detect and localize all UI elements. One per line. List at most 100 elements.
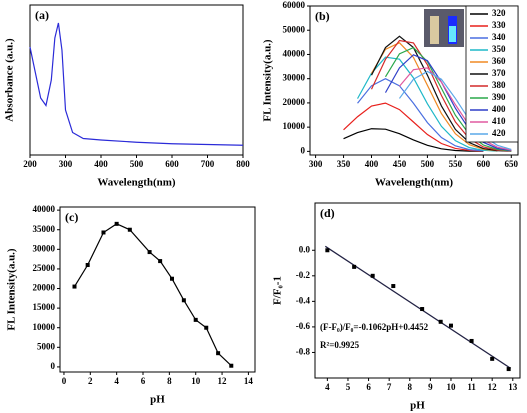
x-tick-label: 2 [88,376,93,386]
data-line [73,223,232,367]
data-point [490,356,495,361]
x-tick-label: 500 [421,159,435,169]
x-tick-label: 7 [387,382,392,392]
data-point [216,351,221,356]
x-tick-label: 300 [59,159,73,169]
data-point [169,276,174,281]
y-tick-label: 40000 [283,49,306,59]
data-point [147,250,152,255]
data-point [85,263,90,268]
x-tick-label: 800 [236,159,250,169]
x-tick-label: 450 [393,159,407,169]
legend-label: 370 [492,68,506,78]
x-tick-label: 10 [446,382,456,392]
data-line [384,54,512,152]
data-line [370,35,512,152]
x-tick-label: 8 [408,382,413,392]
y-axis-label: FL Intensity(a.u.) [262,39,274,122]
x-tick-label: 12 [218,376,228,386]
data-point [158,259,163,264]
x-tick-label: 350 [337,159,351,169]
y-axis-label: Absorbance (a.u.) [4,38,16,122]
data-line [399,67,512,151]
data-point [325,248,330,253]
x-tick-label: 500 [130,159,144,169]
x-tick-label: 200 [23,159,37,169]
data-line [384,46,512,152]
y-tick-label: 10000 [33,322,56,332]
x-axis-label: Wavelength(nm) [97,177,176,189]
inset-photo [424,9,464,47]
legend-label: 400 [492,104,506,114]
y-tick-label: 25000 [33,263,56,273]
y-tick-label: 0 [51,361,56,371]
x-axis-label: Wavelength(nm) [375,177,454,189]
x-tick-label: 6 [366,382,371,392]
plot-frame [314,202,521,379]
data-point [469,338,474,343]
data-point [204,325,209,330]
plot-frame [29,4,244,156]
x-tick-label: 14 [244,376,254,386]
y-tick-label: 30000 [283,73,306,83]
y-tick-label: 15000 [33,302,56,312]
y-tick-label: -0.8 [296,347,311,357]
data-point [352,264,357,269]
panel-label: (c) [65,210,78,224]
panel-label: (d) [320,206,335,220]
y-tick-label: 20000 [33,283,56,293]
legend-label: 330 [492,20,506,30]
y-axis-label: FL Intensity(a.u.) [6,248,18,331]
data-point [420,307,425,312]
data-point [506,367,511,372]
data-point [193,317,198,322]
legend-label: 420 [492,128,506,138]
data-point [181,298,186,303]
x-tick-label: 650 [505,159,519,169]
data-line [357,56,498,152]
y-tick-label: 35000 [33,224,56,234]
data-point [101,230,106,235]
x-tick-label: 6 [141,376,146,386]
y-tick-label: 50000 [283,24,306,34]
x-tick-label: 11 [467,382,476,392]
data-line [29,22,244,146]
annotation: R²=0.9925 [320,340,360,350]
y-tick-label: 10000 [283,121,306,131]
data-point [114,221,119,226]
panel-label: (a) [35,8,49,22]
x-tick-label: 8 [167,376,172,386]
x-tick-label: 300 [309,159,323,169]
plot-frame [59,206,256,373]
vial-glow [449,26,456,42]
data-point [448,323,453,328]
data-line [370,42,498,152]
data-point [438,319,443,324]
legend-label: 360 [492,56,506,66]
legend-label: 390 [492,92,506,102]
x-tick-label: 400 [94,159,108,169]
x-tick-label: 4 [325,382,330,392]
data-point [391,284,396,289]
x-tick-label: 9 [428,382,433,392]
y-tick-label: 30000 [33,243,56,253]
data-line [343,102,484,152]
x-tick-label: 13 [508,382,518,392]
panel-label: (b) [315,9,330,23]
data-point [370,273,375,278]
data-point [72,284,77,289]
data-line [343,128,484,152]
data-point [229,363,234,368]
data-point [127,227,132,232]
y-tick-label: 20000 [283,97,306,107]
legend-label: 380 [492,80,506,90]
y-tick-label: -0.4 [296,295,311,305]
x-tick-label: 5 [346,382,351,392]
x-tick-label: 10 [191,376,201,386]
legend-label: 350 [492,44,506,54]
x-tick-label: 12 [488,382,498,392]
x-tick-label: 600 [165,159,179,169]
vial-daylight [430,16,439,44]
x-tick-label: 550 [449,159,463,169]
